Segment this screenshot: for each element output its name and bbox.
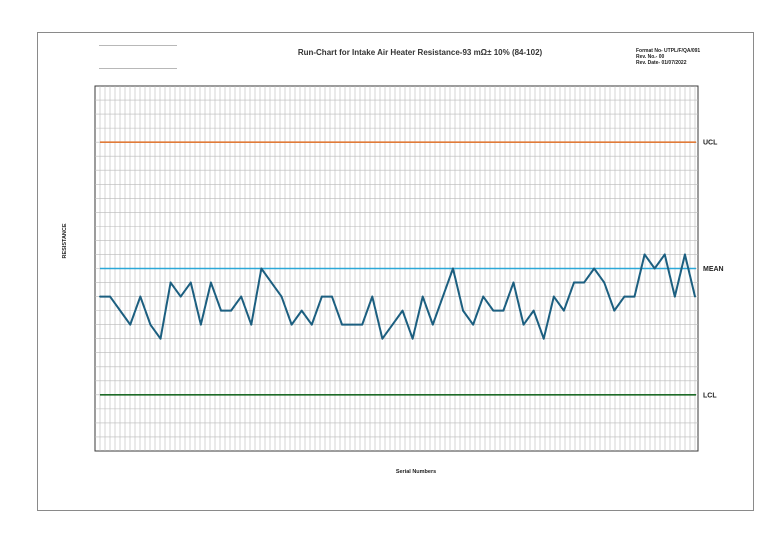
data-point — [199, 323, 202, 326]
data-point — [673, 295, 676, 298]
data-point — [381, 337, 384, 340]
data-point — [431, 323, 434, 326]
data-point — [119, 309, 122, 312]
mean-label: MEAN — [703, 266, 724, 273]
data-point — [129, 323, 132, 326]
data-point — [240, 295, 243, 298]
data-point — [361, 323, 364, 326]
data-point — [623, 295, 626, 298]
data-point — [159, 337, 162, 340]
x-axis-title: Serial Numbers — [396, 469, 436, 475]
data-point — [411, 337, 414, 340]
data-point — [633, 295, 636, 298]
ucl-label: UCL — [703, 140, 718, 147]
data-point — [573, 281, 575, 284]
revision-date: Rev. Date- 01/07/2022 — [636, 60, 687, 67]
chart-title: Run-Chart for Intake Air Heater Resistan… — [297, 48, 543, 57]
data-point — [643, 253, 646, 256]
data-point — [512, 281, 515, 284]
data-point — [290, 323, 293, 326]
data-point — [149, 323, 152, 326]
data-point — [139, 295, 142, 298]
data-point — [351, 323, 354, 326]
format-number: Format No- UTPL/F/QA/091 — [636, 48, 701, 54]
data-point — [280, 295, 283, 298]
data-point — [341, 323, 343, 326]
data-point — [653, 267, 656, 270]
data-point — [441, 295, 444, 298]
data-point — [613, 309, 616, 312]
data-point — [260, 267, 263, 270]
data-point — [179, 295, 182, 298]
data-point — [603, 281, 606, 284]
series-line-0 — [100, 253, 696, 340]
format-info: Format No- UTPL/F/QA/091 Rev. No.- 00 Re… — [636, 48, 700, 67]
data-point — [230, 309, 233, 312]
header-divider-top — [99, 45, 177, 46]
data-point — [250, 323, 253, 326]
data-point — [583, 281, 585, 284]
lcl-label: LCL — [703, 392, 717, 399]
data-point — [99, 295, 101, 298]
data-point — [300, 309, 303, 312]
data-point — [270, 281, 273, 284]
data-point — [421, 295, 424, 298]
data-point — [220, 309, 222, 312]
data-point — [169, 281, 172, 284]
data-point — [210, 281, 212, 284]
data-point — [371, 295, 374, 298]
data-point — [542, 337, 545, 340]
y-axis-title: RESISTANCE — [62, 223, 68, 258]
data-point — [320, 295, 323, 298]
data-point — [502, 309, 505, 312]
revision-number: Rev. No.- 00 — [636, 54, 665, 61]
data-point — [310, 323, 313, 326]
data-point — [391, 323, 394, 326]
data-point — [482, 295, 485, 298]
data-point — [462, 309, 464, 312]
data-point — [532, 309, 535, 312]
data-point — [684, 253, 686, 256]
data-point — [472, 323, 475, 326]
data-point — [492, 309, 495, 312]
control-limit-lines: UCL MEAN LCL — [100, 140, 724, 399]
data-point — [109, 295, 111, 298]
data-point — [563, 309, 565, 312]
header-divider-bottom — [99, 68, 177, 69]
data-point — [401, 309, 404, 312]
data-series — [99, 253, 696, 340]
page-frame — [37, 32, 754, 511]
data-point — [522, 323, 525, 326]
data-point — [663, 253, 666, 256]
data-point — [189, 281, 192, 284]
data-point — [593, 267, 596, 270]
data-point — [694, 295, 696, 298]
data-point — [331, 295, 333, 298]
data-point — [552, 295, 555, 298]
data-point — [452, 267, 454, 270]
